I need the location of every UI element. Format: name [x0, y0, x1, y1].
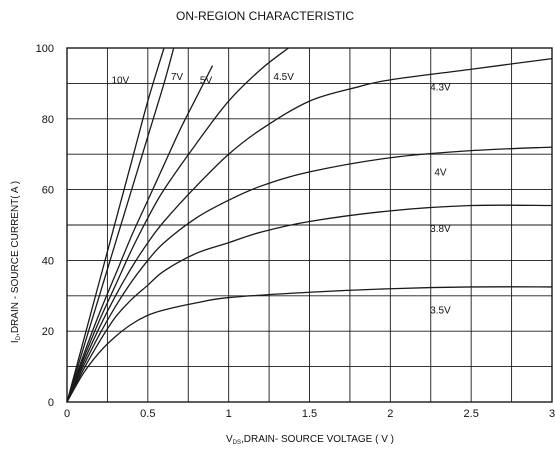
y-axis-label-text: ,DRAIN - SOURCE CURRENT( A ) [10, 181, 21, 336]
series-label: 4V [434, 167, 447, 178]
chart-title: ON-REGION CHARACTERISTIC [176, 9, 354, 23]
series-line-4-5v [66, 47, 289, 403]
y-tick-label: 80 [42, 114, 54, 126]
y-tick-label: 40 [42, 255, 54, 267]
series-label: 5V [200, 75, 213, 86]
y-tick-label: 20 [42, 326, 54, 338]
series-labels: 10V 7V 5V 4.5V 4.3V 4V 3.8V 3.5V [111, 72, 451, 317]
y-axis-label: ID,DRAIN - SOURCE CURRENT( A ) [10, 181, 22, 343]
x-tick-label: 1.5 [302, 408, 317, 420]
series-line-4v [66, 146, 553, 403]
series-label: 10V [111, 75, 129, 86]
y-tick-label: 60 [42, 185, 54, 197]
series-line-3-5v [66, 286, 553, 403]
tick-labels: 0 0.5 1 1.5 2 2.5 3 0 20 40 60 80 100 [36, 43, 555, 420]
series-label: 3.5V [430, 305, 451, 316]
series-line-7v [66, 47, 175, 403]
x-tick-label: 3 [549, 408, 555, 420]
series-line-5v [66, 65, 214, 403]
x-tick-label: 0.5 [140, 408, 155, 420]
y-tick-label: 100 [36, 43, 54, 55]
y-tick-label: 0 [48, 397, 54, 409]
plot-frame [66, 47, 553, 403]
series-line-10v [66, 47, 165, 403]
series-label: 4.5V [273, 72, 294, 83]
series-label: 3.8V [430, 224, 451, 235]
x-tick-label: 0 [64, 408, 70, 420]
x-axis-label: VDS,DRAIN- SOURCE VOLTAGE ( V ) [226, 434, 394, 446]
x-tick-label: 2 [387, 408, 393, 420]
y-axis-label-symbol: I [10, 340, 21, 343]
series-line-4-3v [66, 57, 553, 403]
series-label: 4.3V [430, 82, 451, 93]
axes [66, 47, 553, 403]
x-axis-label-text: ,DRAIN- SOURCE VOLTAGE ( V ) [241, 434, 394, 445]
x-tick-label: 1 [226, 408, 232, 420]
x-axis-label-symbol: V [226, 434, 233, 445]
series-lines [66, 47, 553, 403]
series-label: 7V [171, 72, 184, 83]
y-axis-label-subscript: D [16, 335, 22, 340]
series-line-3-8v [66, 204, 553, 403]
x-axis-label-subscript: DS [233, 440, 241, 446]
x-tick-label: 2.5 [464, 408, 479, 420]
